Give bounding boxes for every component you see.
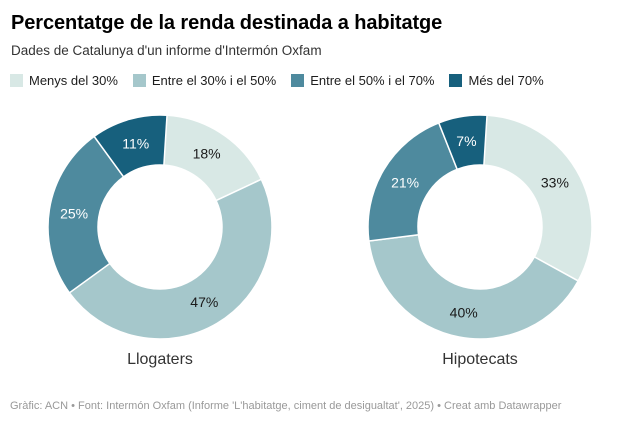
slice-value-label: 25% (60, 205, 88, 221)
legend-swatch-icon (449, 73, 463, 87)
slice-value-label: 7% (456, 133, 476, 149)
chart-header: Percentatge de la renda destinada a habi… (0, 0, 640, 60)
legend-item-entre-30-50: Entre el 30% i el 50% (132, 72, 277, 88)
legend-swatch-icon (132, 73, 146, 87)
chart-title: Percentatge de la renda destinada a habi… (11, 12, 443, 34)
slice-value-label: 18% (193, 145, 221, 161)
donut-svg-llogaters: 18% 47% 25% 11% (47, 113, 273, 340)
slice-value-label: 47% (190, 293, 218, 309)
slice-value-label: 21% (391, 174, 419, 190)
donut-slice-llogaters-entre-el-30-i-el-50[interactable] (68, 178, 273, 340)
legend-swatch-icon (291, 73, 305, 87)
donut-slice-hipotecats-mes-del-70[interactable] (438, 113, 488, 170)
legend-label: Menys del 30% (29, 72, 118, 88)
legend-label: Entre el 30% i el 50% (151, 72, 277, 88)
slice-value-label: 33% (541, 174, 569, 190)
legend-item-menys-del-30: Menys del 30% (10, 73, 118, 88)
legend-label: Entre el 50% i el 70% (310, 72, 435, 88)
donut-slice-hipotecats-entre-el-30-i-el-50[interactable] (368, 233, 579, 340)
chart-subtitle: Dades de Catalunya d'un informe d'Interm… (11, 43, 322, 58)
charts-row: 18% 47% 25% 11% Llogaters 33% 40% 21% 7% Hipot… (0, 112, 640, 369)
donut-slice-hipotecats-menys-del-30[interactable] (479, 113, 593, 282)
donut-caption-hipotecats: Hipotecats (442, 350, 518, 368)
legend-item-mes-del-70: Més del 70% (449, 72, 544, 88)
donut-slice-llogaters-mes-del-70[interactable] (93, 113, 168, 178)
legend: Menys del 30% Entre el 30% i el 50% Entr… (10, 73, 640, 88)
legend-swatch-icon (10, 73, 23, 87)
slice-value-label: 11% (122, 135, 149, 151)
donut-figure-llogaters: 18% 47% 25% 11% Llogaters (0, 112, 320, 369)
donut-figure-hipotecats: 33% 40% 21% 7% Hipotecats (320, 112, 640, 369)
donut-svg-hipotecats: 33% 40% 21% 7% (367, 113, 593, 340)
footer-attribution[interactable]: Gràfic: ACN • Font: Intermón Oxfam (Info… (10, 399, 562, 412)
legend-item-entre-50-70: Entre el 50% i el 70% (291, 73, 434, 88)
donut-chart-llogaters: 18% 47% 25% 11% (45, 112, 275, 342)
donut-caption-llogaters: Llogaters (127, 350, 193, 368)
donut-slice-llogaters-entre-el-50-i-el-70[interactable] (47, 135, 125, 294)
donut-chart-hipotecats: 33% 40% 21% 7% (365, 112, 595, 342)
slice-value-label: 40% (450, 304, 478, 320)
legend-label: Més del 70% (468, 72, 544, 88)
